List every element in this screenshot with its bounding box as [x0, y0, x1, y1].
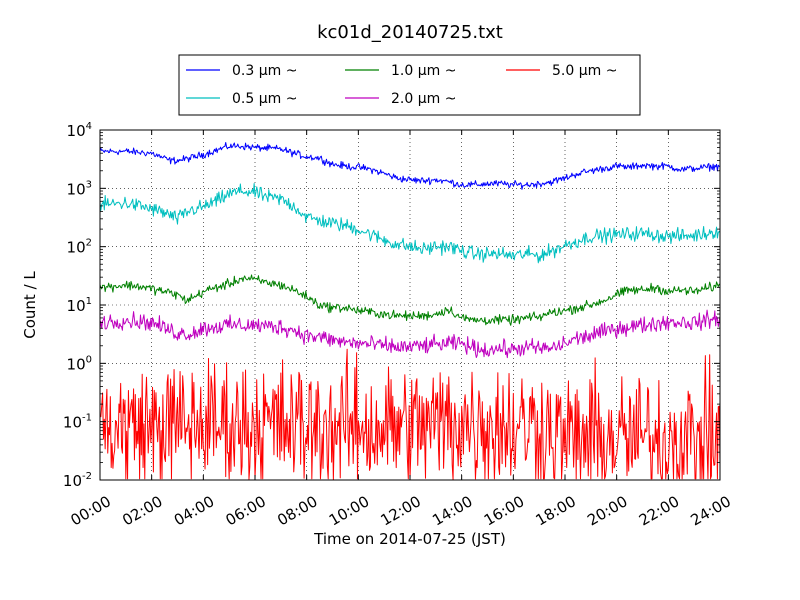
y-axis-label: Count / L	[21, 271, 39, 339]
legend-item: 0.3 μm ~	[186, 63, 297, 79]
series-line	[99, 309, 721, 359]
grid-lines	[100, 130, 720, 480]
legend-label: 1.0 μm ~	[391, 63, 456, 79]
chart-title: kc01d_20140725.txt	[317, 22, 503, 43]
legend-item: 5.0 μm ~	[506, 63, 617, 79]
series-line	[99, 183, 721, 264]
y-tick-label: 102	[67, 238, 92, 257]
legend-item: 0.5 μm ~	[186, 91, 297, 107]
legend-label: 0.3 μm ~	[232, 63, 297, 79]
x-axis-label: Time on 2014-07-25 (JST)	[313, 530, 506, 548]
legend-label: 5.0 μm ~	[552, 63, 617, 79]
legend-item: 1.0 μm ~	[345, 63, 456, 79]
series-1	[99, 141, 721, 190]
legend-label: 0.5 μm ~	[232, 91, 297, 107]
y-tick-labels: 10-2 10-1 100 101 102 103 104	[63, 121, 92, 490]
legend-item: 2.0 μm ~	[345, 91, 456, 107]
y-tick-label: 10-1	[63, 413, 92, 432]
axis-ticks	[99, 129, 721, 481]
legend-label: 2.0 μm ~	[391, 91, 456, 107]
y-tick-label: 101	[67, 296, 92, 315]
y-tick-label: 100	[67, 354, 92, 373]
y-tick-label: 10-2	[63, 471, 92, 490]
series-3	[99, 274, 721, 326]
series-line	[99, 141, 721, 190]
y-tick-label: 103	[67, 179, 92, 198]
series-4	[99, 309, 721, 359]
series-2	[99, 183, 721, 264]
legend-box	[178, 54, 641, 116]
y-tick-label: 104	[67, 121, 92, 140]
series-line	[99, 274, 721, 326]
legend: 0.3 μm ~ 0.5 μm ~ 1.0 μm ~ 2.0 μm ~ 5.0 μm ~	[178, 54, 641, 116]
